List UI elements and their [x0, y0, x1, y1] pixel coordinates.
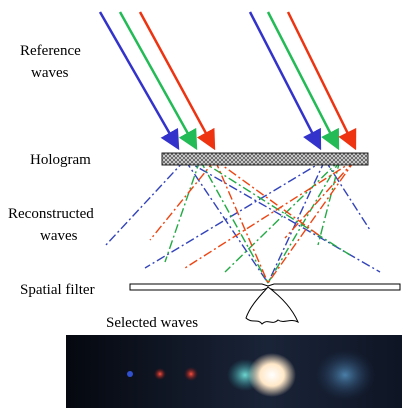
- label: waves: [31, 65, 69, 81]
- label: waves: [40, 228, 78, 244]
- label: Selected waves: [106, 315, 198, 331]
- photo: [66, 335, 402, 408]
- reconstructed-rays: [105, 160, 380, 283]
- page: {"labels": {"reference_waves": ["Referen…: [0, 0, 412, 411]
- reference-arrows: [100, 12, 355, 148]
- label: Reconstructed: [8, 206, 94, 222]
- label: Spatial filter: [20, 282, 95, 298]
- hologram-plate: [162, 153, 368, 165]
- diagram: Reference waves Hologram Reconstructed w…: [0, 0, 412, 411]
- label: Reference: [20, 43, 81, 59]
- label: Hologram: [30, 152, 91, 168]
